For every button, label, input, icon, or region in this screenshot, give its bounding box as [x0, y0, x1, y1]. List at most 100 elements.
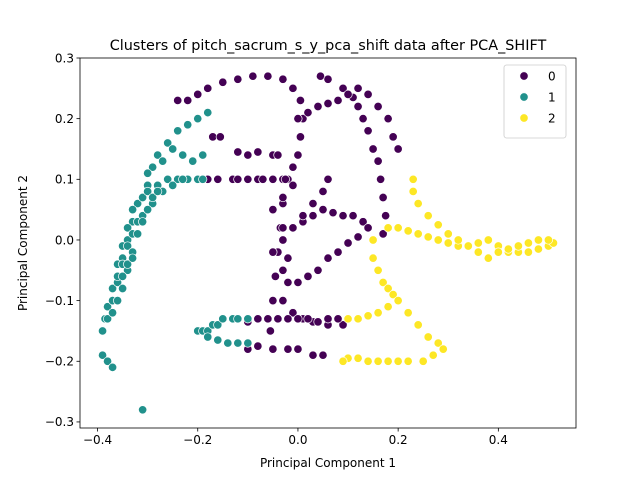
point-cluster-0 — [243, 150, 253, 160]
point-cluster-2 — [383, 302, 393, 312]
point-cluster-1 — [138, 405, 148, 415]
point-cluster-0 — [333, 314, 343, 324]
point-cluster-1 — [233, 338, 243, 348]
y-axis: −0.3 −0.2 −0.1 0.0 0.1 0.2 0.3 — [45, 51, 80, 429]
point-cluster-0 — [313, 101, 323, 112]
point-cluster-2 — [523, 247, 533, 257]
point-cluster-2 — [533, 235, 543, 245]
point-cluster-0 — [288, 83, 298, 93]
point-cluster-1 — [168, 180, 178, 190]
point-cluster-0 — [358, 114, 368, 124]
point-cluster-2 — [433, 338, 443, 348]
point-cluster-1 — [173, 126, 183, 136]
point-cluster-0 — [381, 211, 391, 221]
point-cluster-0 — [203, 83, 213, 93]
point-cluster-2 — [438, 344, 448, 354]
point-cluster-0 — [270, 271, 280, 281]
point-cluster-0 — [293, 344, 303, 354]
point-cluster-0 — [373, 101, 383, 112]
point-cluster-0 — [268, 296, 278, 306]
point-cluster-1 — [213, 335, 223, 345]
chart-title: Clusters of pitch_sacrum_s_y_pca_shift d… — [110, 38, 547, 54]
point-cluster-0 — [323, 253, 333, 263]
point-cluster-0 — [378, 229, 388, 239]
point-cluster-0 — [353, 232, 363, 242]
point-cluster-1 — [128, 253, 138, 263]
plot-area — [98, 71, 558, 415]
point-cluster-0 — [376, 174, 386, 184]
point-cluster-0 — [218, 77, 228, 87]
point-cluster-1 — [143, 205, 153, 215]
point-cluster-0 — [298, 211, 308, 221]
y-tick-label: 0.2 — [55, 112, 74, 126]
point-cluster-2 — [443, 229, 453, 239]
point-cluster-0 — [393, 144, 403, 154]
x-tick-label: 0.0 — [288, 433, 307, 447]
point-cluster-1 — [98, 326, 108, 336]
point-cluster-0 — [253, 147, 263, 157]
point-cluster-2 — [373, 265, 383, 275]
point-cluster-0 — [343, 238, 353, 248]
point-cluster-2 — [393, 296, 403, 306]
point-cluster-2 — [368, 235, 378, 245]
point-cluster-2 — [473, 247, 483, 257]
point-cluster-2 — [403, 308, 413, 318]
point-cluster-2 — [493, 247, 503, 257]
point-cluster-0 — [293, 150, 303, 160]
point-cluster-0 — [318, 205, 328, 215]
point-cluster-1 — [223, 338, 233, 348]
point-cluster-0 — [263, 71, 273, 81]
point-cluster-0 — [183, 95, 193, 106]
point-cluster-0 — [193, 89, 203, 99]
point-cluster-0 — [278, 235, 288, 245]
point-cluster-0 — [268, 205, 278, 215]
point-cluster-0 — [323, 174, 333, 184]
point-cluster-1 — [103, 302, 113, 312]
point-cluster-0 — [278, 265, 288, 275]
point-cluster-1 — [218, 314, 228, 324]
point-cluster-0 — [273, 150, 283, 160]
point-cluster-1 — [188, 156, 198, 166]
point-cluster-1 — [123, 223, 133, 233]
point-cluster-1 — [203, 108, 213, 118]
point-cluster-2 — [533, 244, 543, 254]
point-cluster-2 — [503, 244, 513, 254]
point-cluster-0 — [338, 211, 348, 221]
point-cluster-2 — [363, 356, 373, 366]
point-cluster-1 — [243, 338, 253, 348]
point-cluster-2 — [413, 320, 423, 330]
point-cluster-0 — [233, 174, 243, 184]
point-cluster-0 — [268, 247, 278, 257]
y-tick-label: −0.1 — [45, 294, 74, 308]
point-cluster-1 — [233, 314, 243, 324]
point-cluster-0 — [363, 223, 373, 233]
plot-frame — [79, 57, 577, 429]
point-cluster-2 — [408, 174, 418, 184]
point-cluster-0 — [283, 344, 293, 354]
point-cluster-0 — [353, 83, 363, 93]
point-cluster-2 — [428, 350, 438, 360]
legend-marker-0 — [519, 71, 529, 81]
point-cluster-2 — [483, 235, 493, 245]
point-cluster-0 — [283, 277, 293, 287]
point-cluster-0 — [293, 114, 303, 124]
point-cluster-2 — [543, 235, 553, 245]
point-cluster-1 — [133, 229, 143, 239]
point-cluster-1 — [153, 150, 163, 160]
point-cluster-2 — [408, 186, 418, 196]
point-cluster-0 — [338, 83, 348, 93]
point-cluster-2 — [373, 356, 383, 366]
point-cluster-1 — [123, 259, 133, 269]
point-cluster-0 — [265, 326, 275, 336]
point-cluster-0 — [308, 199, 318, 209]
point-cluster-2 — [463, 241, 473, 251]
point-cluster-1 — [103, 314, 113, 324]
point-cluster-2 — [513, 241, 523, 251]
point-cluster-0 — [295, 95, 305, 106]
legend-marker-2 — [519, 113, 529, 123]
point-cluster-0 — [288, 223, 298, 233]
point-cluster-0 — [278, 223, 288, 233]
point-cluster-2 — [368, 253, 378, 263]
point-cluster-0 — [268, 174, 278, 184]
point-cluster-0 — [323, 98, 333, 109]
